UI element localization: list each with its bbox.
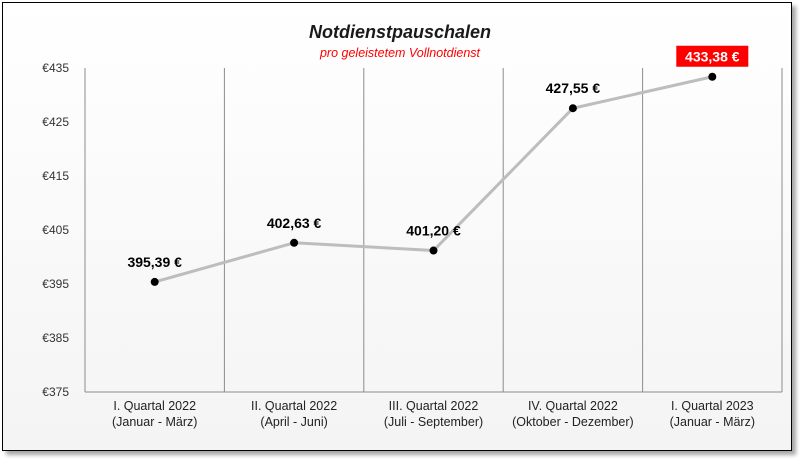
x-axis: I. Quartal 2022 (Januar - März) II. Quarta… [112,399,755,429]
data-point [290,238,299,247]
data-point [429,246,438,255]
grid [84,68,783,393]
y-tick-label: €415 [42,169,69,183]
x-tick-sublabel: (April - Juni) [260,415,327,429]
data-labels: 395,39 € 402,63 € 401,20 € 427,55 € 433,38 € [127,45,749,270]
y-tick-label: €395 [42,277,69,291]
x-tick-label: II. Quartal 2022 [251,399,337,413]
data-label: 433,38 € [685,49,740,65]
x-tick-label: IV. Quartal 2022 [528,399,618,413]
series [150,72,717,286]
x-tick-label: III. Quartal 2022 [389,399,479,413]
chart-title: Notdienstpauschalen [309,22,491,42]
x-tick-sublabel: (Januar - März) [112,415,197,429]
x-tick-label: I. Quartal 2023 [671,399,754,413]
data-label: 427,55 € [546,80,601,96]
y-tick-label: €405 [42,223,69,237]
chart-subtitle: pro geleistetem Vollnotdienst [319,46,481,60]
data-label: 402,63 € [267,215,322,231]
x-tick-label: I. Quartal 2022 [113,399,196,413]
x-tick-sublabel: (Juli - September) [384,415,483,429]
data-point [708,72,717,81]
y-tick-label: €375 [42,385,69,399]
y-tick-label: €435 [42,61,69,75]
x-tick-sublabel: (Januar - März) [670,415,755,429]
y-tick-label: €385 [42,331,69,345]
y-axis: €375 €385 €395 €405 €415 €425 €435 [42,61,69,399]
data-point [568,104,577,113]
chart-frame [2,2,792,451]
data-label: 401,20 € [406,223,461,239]
data-label-highlight [676,45,749,67]
x-tick-sublabel: (Oktober - Dezember) [512,415,634,429]
data-point [150,277,159,286]
y-tick-label: €425 [42,115,69,129]
data-label: 395,39 € [127,254,182,270]
